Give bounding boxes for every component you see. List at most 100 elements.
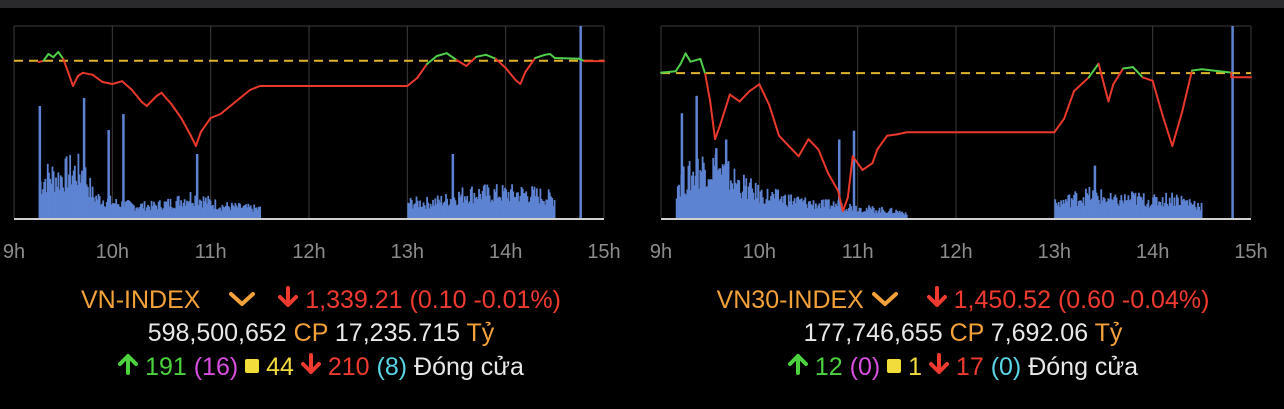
- ceiling-count: (16): [193, 353, 239, 381]
- volume-bar: [1059, 207, 1061, 218]
- x-tick-label: 9h: [650, 241, 672, 263]
- volume-bar: [458, 191, 460, 218]
- volume-bar: [903, 214, 906, 218]
- volume-bar: [843, 209, 846, 218]
- index-name[interactable]: VN-INDEX: [81, 286, 201, 314]
- volume-bar: [870, 209, 873, 218]
- volume-bar: [1182, 198, 1185, 218]
- volume-bar: [548, 192, 551, 218]
- total-value: 17,235.715: [334, 319, 461, 347]
- price-segment: [787, 145, 800, 158]
- volume-bar: [871, 206, 874, 218]
- volume-bar: [151, 206, 154, 218]
- volume-bar: [802, 201, 804, 218]
- volume-bar: [472, 203, 475, 218]
- volume-bar: [75, 180, 77, 218]
- price-segment: [67, 71, 74, 87]
- volume-bar: [1147, 199, 1150, 218]
- volume-bar: [848, 207, 850, 218]
- volume-bar: [468, 201, 471, 218]
- volume-bar: [99, 204, 102, 218]
- volume-spike: [838, 139, 841, 218]
- volume-bar: [537, 196, 539, 218]
- volume-bar: [1159, 202, 1162, 218]
- price-segment: [485, 53, 497, 60]
- price-segment: [738, 90, 751, 103]
- volume-bar: [759, 191, 762, 218]
- volume-bar: [1100, 189, 1103, 218]
- price-segment: [111, 80, 124, 85]
- price-segment: [72, 75, 79, 87]
- volume-bar: [822, 199, 824, 218]
- volume-bar: [1110, 199, 1113, 218]
- price-segment: [524, 57, 537, 73]
- volume-spike: [680, 113, 684, 218]
- volume-bar: [778, 200, 781, 218]
- volume-bar: [465, 199, 467, 218]
- price-segment: [416, 63, 428, 79]
- volume-bar: [1119, 200, 1122, 218]
- volume-bar: [94, 201, 96, 218]
- volume-bar: [168, 206, 171, 218]
- volume-bar: [1177, 197, 1179, 218]
- volume-bar: [1086, 193, 1088, 218]
- volume-bar: [796, 197, 798, 218]
- price-segment: [52, 51, 60, 59]
- chevron-down-icon[interactable]: [228, 286, 256, 315]
- volume-bar: [538, 203, 541, 218]
- volume-bar: [1063, 203, 1066, 218]
- volume-bar: [1105, 202, 1107, 218]
- price-segment: [846, 155, 854, 199]
- volume-bar: [407, 202, 410, 218]
- decliners-count: 210: [327, 353, 370, 381]
- volume-bar: [746, 199, 749, 218]
- volume-bar: [120, 207, 122, 218]
- volume-bar: [469, 189, 472, 218]
- x-tick-label: 12h: [939, 241, 972, 263]
- volume-bar: [1188, 199, 1191, 218]
- volume-bar: [491, 199, 493, 218]
- volume-bar: [800, 198, 803, 218]
- volume-bar: [807, 201, 810, 218]
- volume-bar: [713, 165, 716, 218]
- volume-bar: [186, 200, 188, 218]
- volume-bar: [1187, 205, 1190, 218]
- price-segment: [684, 52, 692, 63]
- volume-bar: [711, 179, 713, 218]
- volume-bar: [233, 206, 236, 218]
- volume-spike: [695, 95, 698, 218]
- volume-bar: [243, 205, 246, 218]
- volume-bar: [485, 196, 488, 218]
- volume-bar: [427, 202, 430, 218]
- volume-bar: [155, 205, 158, 218]
- price-segment: [1122, 66, 1134, 70]
- volume-bar: [184, 205, 187, 218]
- volume-bar: [722, 166, 725, 218]
- volume-bar: [1171, 192, 1173, 218]
- volume-bar: [721, 164, 724, 218]
- volume-bar: [869, 207, 872, 218]
- volume-bar: [1057, 202, 1060, 218]
- volume-bar: [62, 187, 64, 218]
- volume-bar: [157, 201, 160, 218]
- market-status: Đóng cửa: [1028, 353, 1139, 381]
- volume-bar: [61, 177, 63, 218]
- index-name[interactable]: VN30-INDEX: [716, 286, 864, 314]
- volume-bar: [798, 199, 801, 218]
- volume-bar: [48, 172, 50, 218]
- volume-bar: [728, 189, 731, 218]
- volume-bar: [1158, 201, 1160, 218]
- volume-bar: [731, 183, 734, 218]
- chevron-down-icon[interactable]: [871, 286, 899, 315]
- volume-bar: [408, 203, 411, 218]
- unchanged-count: 44: [266, 353, 294, 381]
- volume-bar: [897, 212, 900, 218]
- grid: [13, 25, 605, 218]
- price-segment: [714, 124, 721, 141]
- volume-bar: [497, 198, 499, 218]
- volume-bar: [741, 191, 744, 218]
- price-segment: [851, 155, 864, 171]
- volume-bar: [169, 198, 172, 218]
- volume-bar: [1082, 197, 1085, 218]
- volume-bar: [1088, 186, 1091, 218]
